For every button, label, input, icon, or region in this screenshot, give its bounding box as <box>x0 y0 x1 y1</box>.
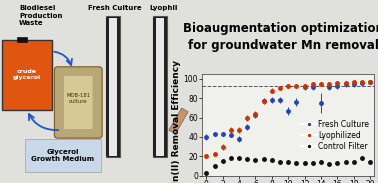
FancyBboxPatch shape <box>106 18 109 156</box>
Text: Glycerol
Growth Medium: Glycerol Growth Medium <box>31 149 94 162</box>
Text: Bioaugmentation optimization
for groundwater Mn removal: Bioaugmentation optimization for groundw… <box>183 22 378 52</box>
FancyBboxPatch shape <box>153 18 156 156</box>
FancyBboxPatch shape <box>17 37 27 42</box>
FancyBboxPatch shape <box>210 132 229 158</box>
Legend: Fresh Culture, Lyophilized, Control Filter: Fresh Culture, Lyophilized, Control Filt… <box>298 117 372 154</box>
Text: Biodiesel
Production
Waste: Biodiesel Production Waste <box>19 5 62 27</box>
FancyBboxPatch shape <box>106 16 120 157</box>
Text: crude
glycerol: crude glycerol <box>12 69 41 80</box>
FancyBboxPatch shape <box>153 16 167 157</box>
FancyBboxPatch shape <box>117 18 120 156</box>
FancyBboxPatch shape <box>164 18 167 156</box>
FancyBboxPatch shape <box>156 18 164 156</box>
FancyBboxPatch shape <box>109 18 117 156</box>
Text: Fresh Culture: Fresh Culture <box>88 5 141 12</box>
FancyBboxPatch shape <box>25 139 101 172</box>
FancyBboxPatch shape <box>64 76 93 129</box>
FancyBboxPatch shape <box>54 67 102 138</box>
Y-axis label: Mn(II) Removal Efficiency: Mn(II) Removal Efficiency <box>172 60 181 183</box>
FancyBboxPatch shape <box>2 40 51 110</box>
Text: MOB-181
culture: MOB-181 culture <box>66 93 90 104</box>
FancyBboxPatch shape <box>169 108 188 134</box>
Text: Lyophil: Lyophil <box>149 5 177 12</box>
